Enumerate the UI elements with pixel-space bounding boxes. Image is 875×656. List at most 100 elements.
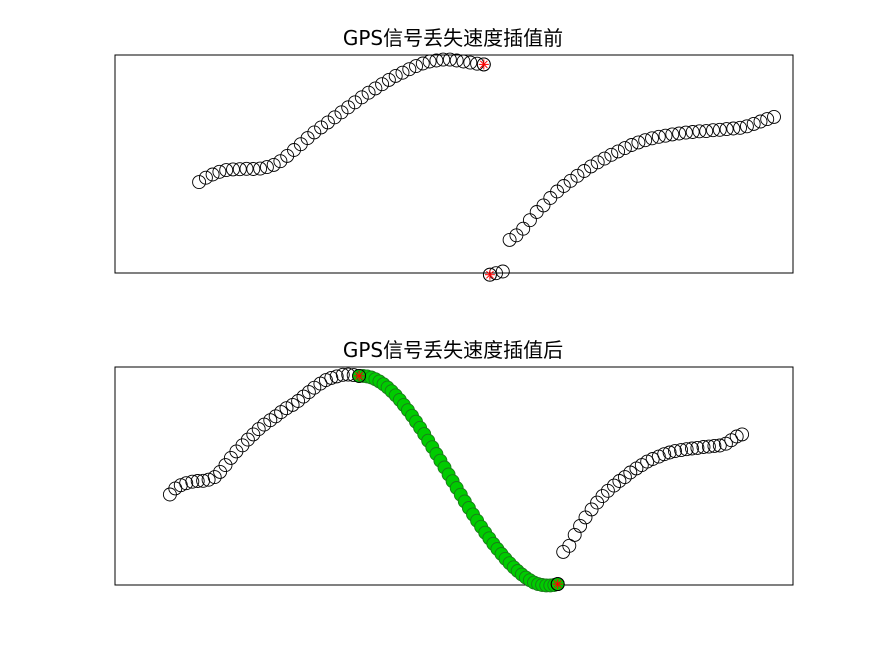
data-point-0-0-40 xyxy=(463,55,478,70)
data-point-1-2-4 xyxy=(573,518,588,533)
data-point-0-0-35 xyxy=(429,53,444,68)
data-point-0-1-14 xyxy=(577,164,592,178)
data-point-1-2-8 xyxy=(595,489,610,504)
data-point-1-2-29 xyxy=(712,438,727,453)
data-point-0-1-21 xyxy=(624,138,639,152)
data-point-0-1-36 xyxy=(726,121,741,136)
data-point-0-0-17 xyxy=(307,125,322,140)
data-point-0-1-38 xyxy=(739,119,754,134)
data-point-0-1-32 xyxy=(699,124,714,139)
data-point-0-0-30 xyxy=(395,65,410,80)
data-point-1-0-8 xyxy=(207,470,222,485)
data-point-0-1-16 xyxy=(590,155,605,170)
chart-title-top: GPS信号丢失速度插值前 xyxy=(343,26,563,50)
data-point-0-1-15 xyxy=(584,159,598,174)
data-point-0-1-23 xyxy=(638,133,653,148)
axes-frame-top xyxy=(114,54,794,274)
data-point-0-1-19 xyxy=(611,144,626,159)
data-point-0-0-29 xyxy=(388,68,403,83)
data-point-0-0-18 xyxy=(314,120,329,135)
data-point-0-1-20 xyxy=(617,141,632,156)
data-point-1-2-12 xyxy=(617,470,632,485)
data-point-0-0-24 xyxy=(354,90,369,105)
endpoint-marker-1-1 xyxy=(550,577,565,592)
data-point-0-0-7 xyxy=(239,161,254,176)
data-point-1-2-21 xyxy=(668,444,682,459)
data-point-1-0-14 xyxy=(240,432,255,447)
data-point-1-0-31 xyxy=(335,367,350,382)
data-point-1-2-19 xyxy=(657,447,672,462)
data-point-0-0-2 xyxy=(205,167,220,182)
data-point-0-0-6 xyxy=(232,162,247,177)
data-point-1-2-27 xyxy=(701,439,716,454)
data-point-0-0-23 xyxy=(348,95,362,110)
endpoint-marker-0-1 xyxy=(482,267,497,282)
data-point-0-1-3 xyxy=(502,232,517,247)
data-point-1-2-22 xyxy=(674,443,689,458)
data-point-0-1-42 xyxy=(767,109,781,124)
data-point-0-0-5 xyxy=(226,162,240,177)
data-point-0-1-40 xyxy=(753,114,768,129)
data-point-1-2-2 xyxy=(562,538,577,553)
data-point-0-0-25 xyxy=(361,85,376,100)
data-point-1-0-20 xyxy=(274,405,289,420)
data-point-0-1-34 xyxy=(712,122,727,137)
data-point-1-2-3 xyxy=(567,527,582,542)
data-point-1-2-10 xyxy=(607,478,621,493)
data-point-1-0-4 xyxy=(185,474,200,489)
data-point-1-2-32 xyxy=(729,429,744,444)
data-point-0-1-5 xyxy=(516,221,531,236)
data-point-0-1-18 xyxy=(604,147,619,162)
data-marks-top xyxy=(192,52,781,282)
data-point-0-0-20 xyxy=(327,110,342,125)
endpoint-marker-0-0 xyxy=(476,57,491,72)
data-point-0-1-22 xyxy=(631,135,646,150)
data-point-1-2-23 xyxy=(679,442,694,457)
data-point-0-1-30 xyxy=(685,125,700,139)
data-point-0-0-0 xyxy=(192,175,207,190)
data-point-0-1-33 xyxy=(706,123,720,138)
data-point-1-2-25 xyxy=(690,440,705,455)
chart-title-bottom: GPS信号丢失速度插值后 xyxy=(343,338,563,362)
subplot-top: GPS信号丢失速度插值前 xyxy=(114,26,794,282)
endpoint-marker-1-0 xyxy=(352,368,367,383)
data-point-0-1-26 xyxy=(658,128,673,143)
data-point-1-0-25 xyxy=(301,385,316,400)
data-point-1-0-10 xyxy=(218,458,233,473)
data-point-1-0-13 xyxy=(235,438,250,453)
data-point-1-2-28 xyxy=(707,438,722,453)
data-point-0-1-2 xyxy=(495,264,510,279)
data-point-0-1-35 xyxy=(719,122,734,137)
data-point-0-0-37 xyxy=(442,52,457,67)
data-point-0-0-3 xyxy=(212,164,227,179)
data-point-1-2-24 xyxy=(685,441,699,456)
data-point-0-1-27 xyxy=(665,127,680,142)
data-point-0-0-39 xyxy=(456,54,471,69)
data-point-1-0-30 xyxy=(329,369,344,384)
data-point-1-0-19 xyxy=(268,409,283,424)
data-marks-bottom xyxy=(162,367,750,593)
data-point-1-0-15 xyxy=(246,427,261,442)
data-point-0-0-34 xyxy=(422,54,437,69)
data-point-0-1-29 xyxy=(678,125,693,140)
data-point-0-0-26 xyxy=(368,81,383,96)
data-point-0-0-8 xyxy=(246,162,261,176)
data-point-0-0-4 xyxy=(219,163,234,178)
data-point-1-0-3 xyxy=(179,476,194,491)
data-point-0-0-1 xyxy=(198,170,213,185)
data-point-0-1-12 xyxy=(563,173,578,188)
data-point-0-1-37 xyxy=(733,120,748,135)
data-point-0-0-28 xyxy=(381,72,396,87)
data-point-0-1-41 xyxy=(760,112,775,127)
data-point-0-0-36 xyxy=(436,52,451,67)
data-point-1-2-20 xyxy=(662,445,677,460)
data-point-0-0-10 xyxy=(259,160,274,175)
data-point-1-0-23 xyxy=(291,394,306,408)
data-point-1-0-24 xyxy=(296,389,311,404)
data-point-0-1-28 xyxy=(672,126,687,141)
data-point-0-1-6 xyxy=(522,213,537,228)
data-point-0-0-32 xyxy=(409,59,423,74)
data-point-1-0-7 xyxy=(201,472,216,487)
data-point-0-0-22 xyxy=(341,100,356,115)
